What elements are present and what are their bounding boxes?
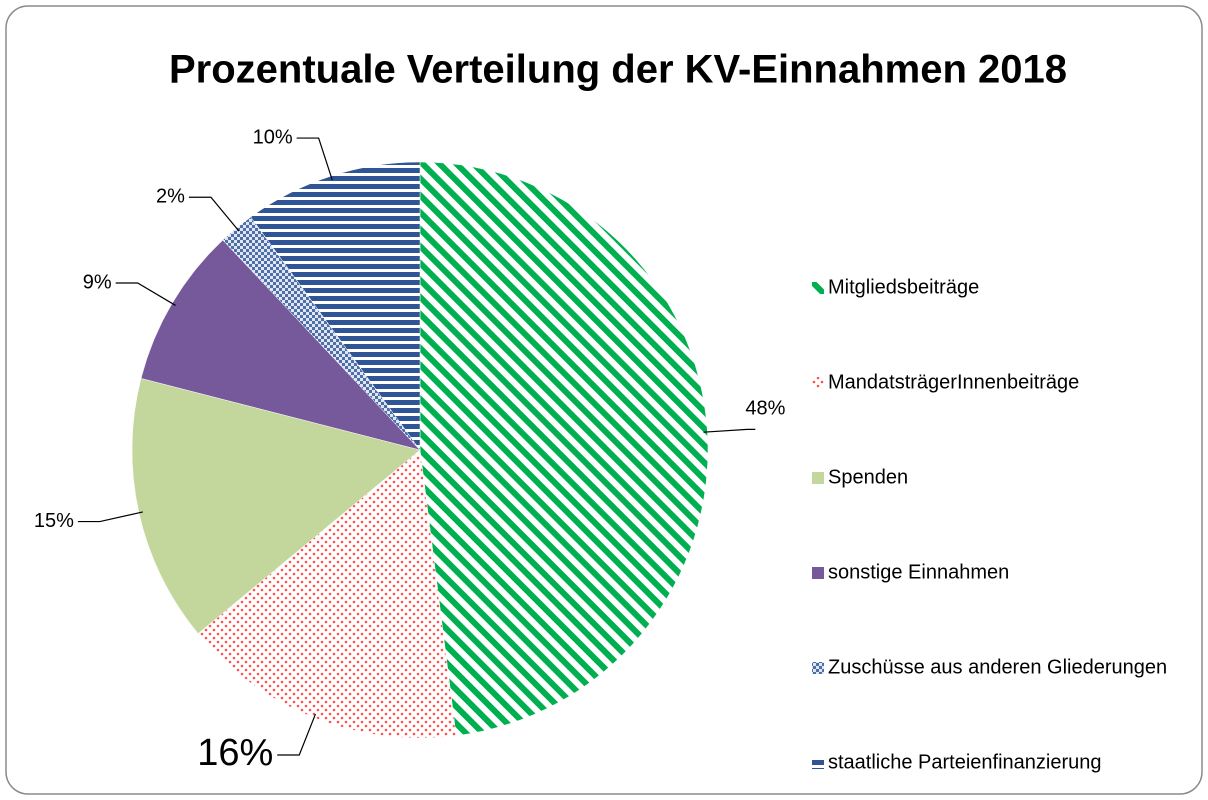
chart-title: Prozentuale Verteilung der KV-Einnahmen … (169, 48, 1067, 92)
legend-label: MandatsträgerInnenbeiträge (828, 371, 1079, 393)
legend-label: sonstige Einnahmen (828, 561, 1009, 583)
data-label: 15% (34, 510, 74, 532)
legend-label: staatliche Parteienfinanzierung (828, 751, 1102, 773)
data-label: 16% (197, 732, 273, 774)
legend-label: Zuschüsse aus anderen Gliederungen (828, 656, 1167, 678)
data-label: 10% (253, 126, 293, 148)
legend-label: Mitgliedsbeiträge (828, 276, 979, 298)
leader-line (77, 511, 143, 523)
leader-line (277, 713, 317, 756)
legend-swatch (812, 282, 824, 294)
leader-line (703, 428, 756, 433)
data-label: 9% (83, 271, 112, 293)
data-label: 48% (745, 398, 785, 420)
leader-line (188, 196, 240, 232)
legend-swatch (812, 757, 824, 769)
legend-label: Spenden (828, 466, 908, 488)
leader-line (296, 137, 333, 181)
legend-swatch (812, 662, 824, 674)
data-label: 2% (156, 186, 185, 208)
legend-swatch (812, 472, 824, 484)
legend-swatch (812, 567, 824, 579)
legend-swatch (812, 377, 824, 389)
leader-line (115, 282, 176, 306)
